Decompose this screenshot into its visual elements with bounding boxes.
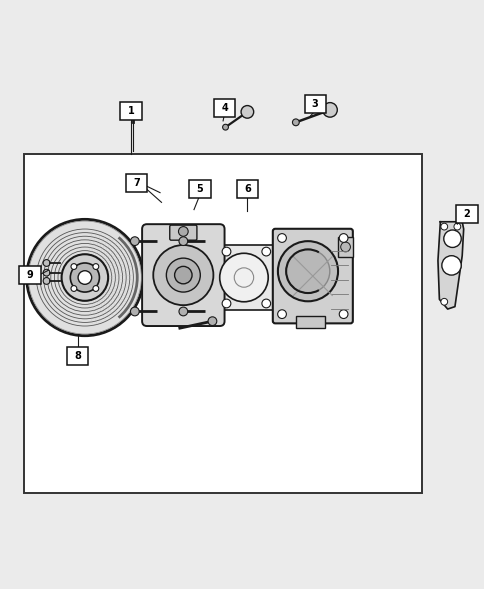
Circle shape xyxy=(440,223,447,230)
Circle shape xyxy=(261,247,270,256)
Circle shape xyxy=(338,234,347,242)
Circle shape xyxy=(27,219,143,336)
Circle shape xyxy=(261,299,270,308)
Circle shape xyxy=(179,237,187,246)
Text: 4: 4 xyxy=(221,102,227,112)
Bar xyxy=(304,95,325,114)
Bar xyxy=(189,180,210,198)
Circle shape xyxy=(277,241,337,302)
Circle shape xyxy=(440,299,447,305)
Circle shape xyxy=(277,234,286,242)
Circle shape xyxy=(43,260,50,266)
Circle shape xyxy=(340,242,349,252)
Text: 1: 1 xyxy=(127,106,134,116)
Circle shape xyxy=(130,307,139,316)
Circle shape xyxy=(277,310,286,319)
Circle shape xyxy=(208,317,216,326)
Bar xyxy=(219,245,272,310)
Circle shape xyxy=(338,310,347,319)
Circle shape xyxy=(93,264,99,269)
Bar xyxy=(120,102,141,120)
Circle shape xyxy=(130,237,139,246)
Circle shape xyxy=(286,249,329,293)
Circle shape xyxy=(292,119,299,125)
Bar xyxy=(455,205,477,223)
Bar xyxy=(213,99,235,117)
Circle shape xyxy=(71,286,76,292)
Circle shape xyxy=(222,247,230,256)
Circle shape xyxy=(179,307,187,316)
Bar xyxy=(24,154,421,494)
Bar xyxy=(236,180,257,198)
Bar xyxy=(337,237,352,257)
Circle shape xyxy=(219,253,268,302)
Circle shape xyxy=(43,277,50,284)
Text: 8: 8 xyxy=(74,351,81,361)
Text: 9: 9 xyxy=(27,270,33,280)
Text: 6: 6 xyxy=(243,184,250,194)
Polygon shape xyxy=(437,221,463,309)
Circle shape xyxy=(241,105,253,118)
Text: 5: 5 xyxy=(196,184,203,194)
Circle shape xyxy=(61,254,108,301)
Circle shape xyxy=(174,266,192,284)
Circle shape xyxy=(222,299,230,308)
Circle shape xyxy=(71,264,76,269)
Bar xyxy=(67,347,88,365)
Circle shape xyxy=(443,230,460,247)
Text: 3: 3 xyxy=(311,100,318,110)
Circle shape xyxy=(453,223,460,230)
Bar xyxy=(126,174,147,192)
FancyBboxPatch shape xyxy=(169,225,197,240)
Circle shape xyxy=(43,269,50,276)
Circle shape xyxy=(166,258,200,292)
Circle shape xyxy=(70,263,99,292)
Bar xyxy=(19,266,41,284)
Circle shape xyxy=(322,102,336,117)
Circle shape xyxy=(78,271,91,284)
Circle shape xyxy=(178,227,188,236)
FancyBboxPatch shape xyxy=(142,224,224,326)
Bar xyxy=(295,316,324,328)
Circle shape xyxy=(441,256,460,275)
Circle shape xyxy=(153,245,213,305)
Text: 2: 2 xyxy=(463,209,469,219)
Circle shape xyxy=(222,124,228,130)
Circle shape xyxy=(93,286,99,292)
FancyBboxPatch shape xyxy=(272,229,352,323)
Text: 7: 7 xyxy=(133,178,140,188)
